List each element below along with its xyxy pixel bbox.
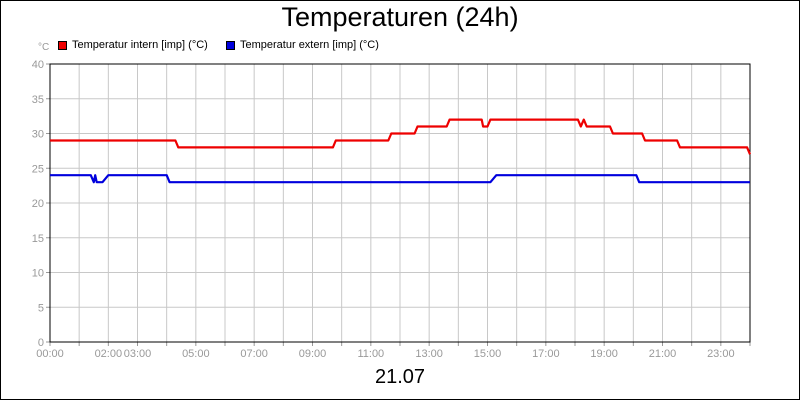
series-lines [50,118,752,184]
x-tick-label: 17:00 [532,348,560,360]
x-tick-label: 02:00 [95,348,123,360]
y-tick-label: 20 [32,198,44,210]
legend-label-extern: Temperatur extern [imp] (°C) [240,39,379,51]
x-tick-label: 03:00 [124,348,152,360]
x-tick-label: 07:00 [240,348,268,360]
y-tick-label: 5 [38,302,44,314]
series-line-extern [50,174,750,184]
y-tick-label: 40 [32,59,44,71]
x-tick-label: 15:00 [474,348,502,360]
x-axis-date-label: 21.07 [374,366,426,388]
x-tick-label: 09:00 [299,348,327,360]
y-tick-label: 10 [32,268,44,280]
y-axis-unit-label: °C [38,42,50,53]
legend-swatch-intern [58,40,67,50]
x-tick-label: 11:00 [357,348,384,360]
x-tick-label: 21:00 [649,348,677,360]
legend-swatch-extern [226,40,235,50]
x-tick-label: 23:00 [707,348,735,360]
y-tick-label: 25 [32,163,44,175]
chart-title: Temperaturen (24h) [281,2,519,32]
tick-labels: 0 5 10 15 20 25 30 35 40 00:00 02:00 03:00 05:00 07:0… [32,59,735,360]
y-tick-label: 0 [38,337,44,349]
series-line-intern [50,118,752,155]
y-tick-label: 35 [32,94,44,106]
legend-item-intern: Temperatur intern [imp] (°C) [58,38,208,52]
axes [46,63,751,346]
x-tick-label: 13:00 [415,348,443,360]
grid-lines [50,64,750,342]
y-tick-label: 15 [32,233,44,245]
x-tick-label: 00:00 [36,348,64,360]
legend-item-extern: Temperatur extern [imp] (°C) [226,38,379,52]
y-tick-label: 30 [32,129,44,141]
x-tick-label: 05:00 [182,348,210,360]
plot-area-border [49,63,751,343]
x-tick-label: 19:00 [590,348,618,360]
legend-label-intern: Temperatur intern [imp] (°C) [72,39,208,51]
